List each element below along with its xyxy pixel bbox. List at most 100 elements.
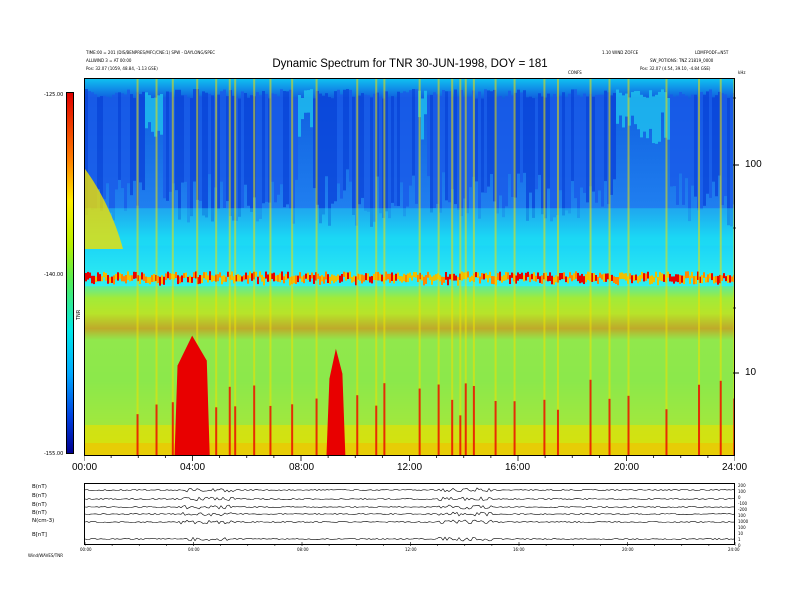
plasma-line-segment [555, 275, 557, 283]
burst-streak [543, 79, 546, 455]
plasma-line-segment [575, 271, 577, 279]
plasma-line-segment [187, 276, 189, 283]
burst-streak-base [228, 386, 231, 455]
plasma-line-segment [581, 273, 583, 283]
spectrogram-column [283, 91, 286, 208]
plasma-line-segment [203, 272, 205, 279]
plasma-line-segment [533, 272, 535, 281]
burst-streak [733, 79, 734, 455]
spectrogram-column [685, 95, 688, 179]
plasma-line-segment [397, 272, 399, 280]
plasma-line-segment [153, 273, 155, 282]
plasma-line-segment [479, 276, 481, 284]
spectrogram-column [592, 96, 595, 192]
plasma-line-segment [177, 275, 179, 285]
plasma-line-segment [661, 273, 663, 282]
spectrogram-column [667, 97, 670, 140]
spectrogram-column [202, 91, 205, 216]
plasma-line-segment [173, 273, 175, 280]
plasma-line-segment [341, 273, 343, 282]
spectrogram-column [562, 92, 565, 216]
plasma-line-segment [425, 275, 427, 284]
burst-streak [356, 79, 359, 455]
burst-streak [269, 79, 272, 455]
spectrogram-column [262, 90, 265, 204]
ts-label-1: B(nT) [32, 484, 47, 490]
spectrogram-column [688, 98, 691, 222]
spectrogram-column [721, 93, 724, 206]
spectrogram-column [598, 94, 601, 191]
plasma-line-segment [309, 275, 311, 282]
plasma-line-segment [233, 276, 235, 284]
spectrogram-column [568, 93, 571, 214]
spectrogram-column [211, 95, 214, 222]
spectrogram-column [724, 94, 727, 197]
spectrogram-column [475, 98, 478, 182]
plasma-line-segment [303, 275, 305, 284]
plasma-line-segment [477, 272, 479, 278]
plasma-line-segment [145, 276, 147, 283]
plasma-line-segment [717, 275, 719, 285]
plasma-line-segment [227, 271, 229, 277]
burst-streak [556, 79, 559, 455]
plasma-line-segment [421, 274, 423, 281]
spectrogram-column [433, 92, 436, 209]
spectrogram-column [289, 89, 292, 209]
ts-right-label-1: 200 [738, 483, 746, 488]
spectrogram-column [100, 96, 103, 211]
spectrogram-column [367, 95, 370, 212]
burst-streak-base [215, 407, 218, 455]
plasma-line-segment [247, 275, 249, 284]
spectrogram-column [142, 91, 145, 191]
spectrogram-plot [84, 78, 735, 456]
axis-unit-label: kHz [738, 70, 746, 75]
spectrogram-column [529, 96, 532, 193]
bottom-band-strong [85, 443, 734, 455]
plasma-line-segment [409, 272, 411, 278]
plasma-line-segment [615, 277, 617, 285]
plasma-line-segment [505, 271, 507, 281]
plasma-line-segment [455, 275, 457, 281]
plasma-line-segment [123, 276, 125, 282]
plasma-line-segment [553, 277, 555, 285]
plasma-line-segment [697, 271, 699, 280]
timeseries-trace-1 [85, 487, 736, 493]
plasma-line-segment [373, 273, 375, 281]
plasma-line-segment [511, 272, 513, 278]
spectrogram-column [400, 92, 403, 183]
plasma-line-segment [199, 275, 201, 284]
spectrogram-column [457, 96, 460, 210]
header-info-line2: ALLWIND 3 = AT 00:00 [86, 58, 132, 63]
spectrogram-column [151, 98, 154, 132]
plasma-line-segment [705, 277, 707, 283]
burst-streak [228, 79, 231, 455]
spectrogram-column [691, 94, 694, 186]
plasma-line-segment [405, 274, 407, 283]
spectrogram-column [148, 95, 151, 123]
spectrogram-column [244, 92, 247, 185]
plasma-line-segment [657, 277, 659, 286]
plasma-line-segment [491, 276, 493, 284]
spectrogram-column [715, 95, 718, 197]
plasma-line-segment [445, 272, 447, 280]
ts-right-label-8: 100 [738, 525, 746, 530]
spectrogram-column [346, 89, 349, 170]
spectrogram-column [424, 90, 427, 115]
plasma-line-segment [335, 276, 337, 282]
plasma-line-segment [149, 277, 151, 285]
ts-right-label-10: 1 [738, 537, 741, 542]
plasma-line-segment [585, 274, 587, 283]
plasma-line-segment [675, 274, 677, 282]
spectrogram-column [310, 89, 313, 128]
plasma-line-segment [267, 274, 269, 282]
spectrogram-column [352, 96, 355, 215]
spectrogram-column [517, 89, 520, 174]
x-tick-0800: 08:00 [289, 462, 315, 473]
spectrogram-column [610, 95, 613, 195]
plasma-line-segment [279, 273, 281, 283]
x-axis-ticks [84, 455, 735, 461]
plasma-line-segment [107, 275, 109, 284]
plasma-line-segment [667, 271, 669, 278]
plasma-line-segment [293, 275, 295, 284]
spectrogram-column [280, 89, 283, 185]
